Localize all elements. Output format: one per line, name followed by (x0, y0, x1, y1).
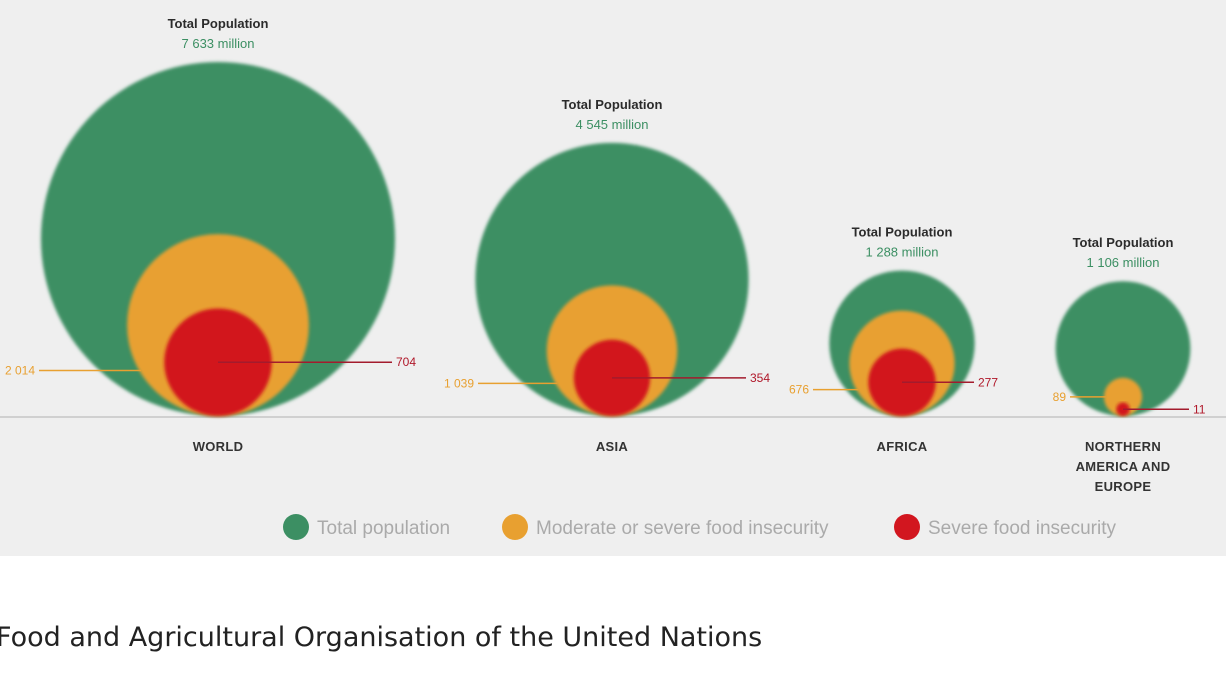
legend-label: Total population (317, 518, 450, 539)
total-population-title: Total Population (852, 225, 953, 240)
total-population-title: Total Population (168, 16, 269, 31)
source-caption: Food and Agricultural Organisation of th… (0, 622, 763, 653)
legend-label: Severe food insecurity (928, 518, 1116, 539)
severe-value-label: 354 (750, 371, 770, 385)
moderate-value-label: 1 039 (444, 376, 474, 390)
region-label: EUROPE (1095, 479, 1152, 494)
region-label: ASIA (596, 439, 629, 454)
total-population-title: Total Population (562, 97, 663, 112)
legend-marker (894, 514, 920, 540)
total-population-title: Total Population (1073, 235, 1174, 250)
legend-marker (283, 514, 309, 540)
severe-value-label: 277 (978, 375, 998, 389)
moderate-value-label: 676 (789, 383, 809, 397)
legend-marker (502, 514, 528, 540)
total-population-value: 1 106 million (1087, 255, 1160, 270)
bubble-chart: 2 014 704 Total Population 7 633 million WOR… (0, 16, 1226, 540)
total-population-value: 7 633 million (182, 36, 255, 51)
legend-label: Moderate or severe food insecurity (536, 518, 829, 539)
moderate-value-label: 89 (1053, 390, 1067, 404)
region-label: NORTHERN (1085, 439, 1161, 454)
total-population-value: 1 288 million (866, 245, 939, 260)
severe-value-label: 11 (1193, 402, 1206, 416)
region-label: AFRICA (877, 439, 928, 454)
total-population-bubble (1055, 281, 1191, 417)
chart-panel: 2 014 704 Total Population 7 633 million WOR… (0, 0, 1226, 556)
region-label: WORLD (193, 439, 244, 454)
total-population-bubble (475, 142, 749, 416)
severe-value-label: 704 (396, 355, 416, 369)
moderate-insecurity-bubble (1103, 377, 1143, 416)
total-population-value: 4 545 million (576, 117, 649, 132)
moderate-value-label: 2 014 (5, 364, 35, 378)
region-label: AMERICA AND (1076, 459, 1171, 474)
